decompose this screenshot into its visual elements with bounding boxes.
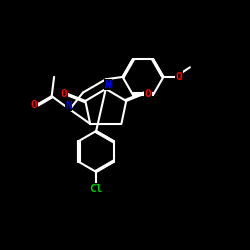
Text: O: O bbox=[60, 89, 67, 99]
Text: N: N bbox=[65, 101, 72, 111]
Text: O: O bbox=[176, 72, 182, 82]
Text: N: N bbox=[104, 80, 111, 90]
Text: O: O bbox=[30, 100, 37, 110]
Text: Cl: Cl bbox=[90, 184, 103, 194]
Text: O: O bbox=[144, 89, 151, 99]
